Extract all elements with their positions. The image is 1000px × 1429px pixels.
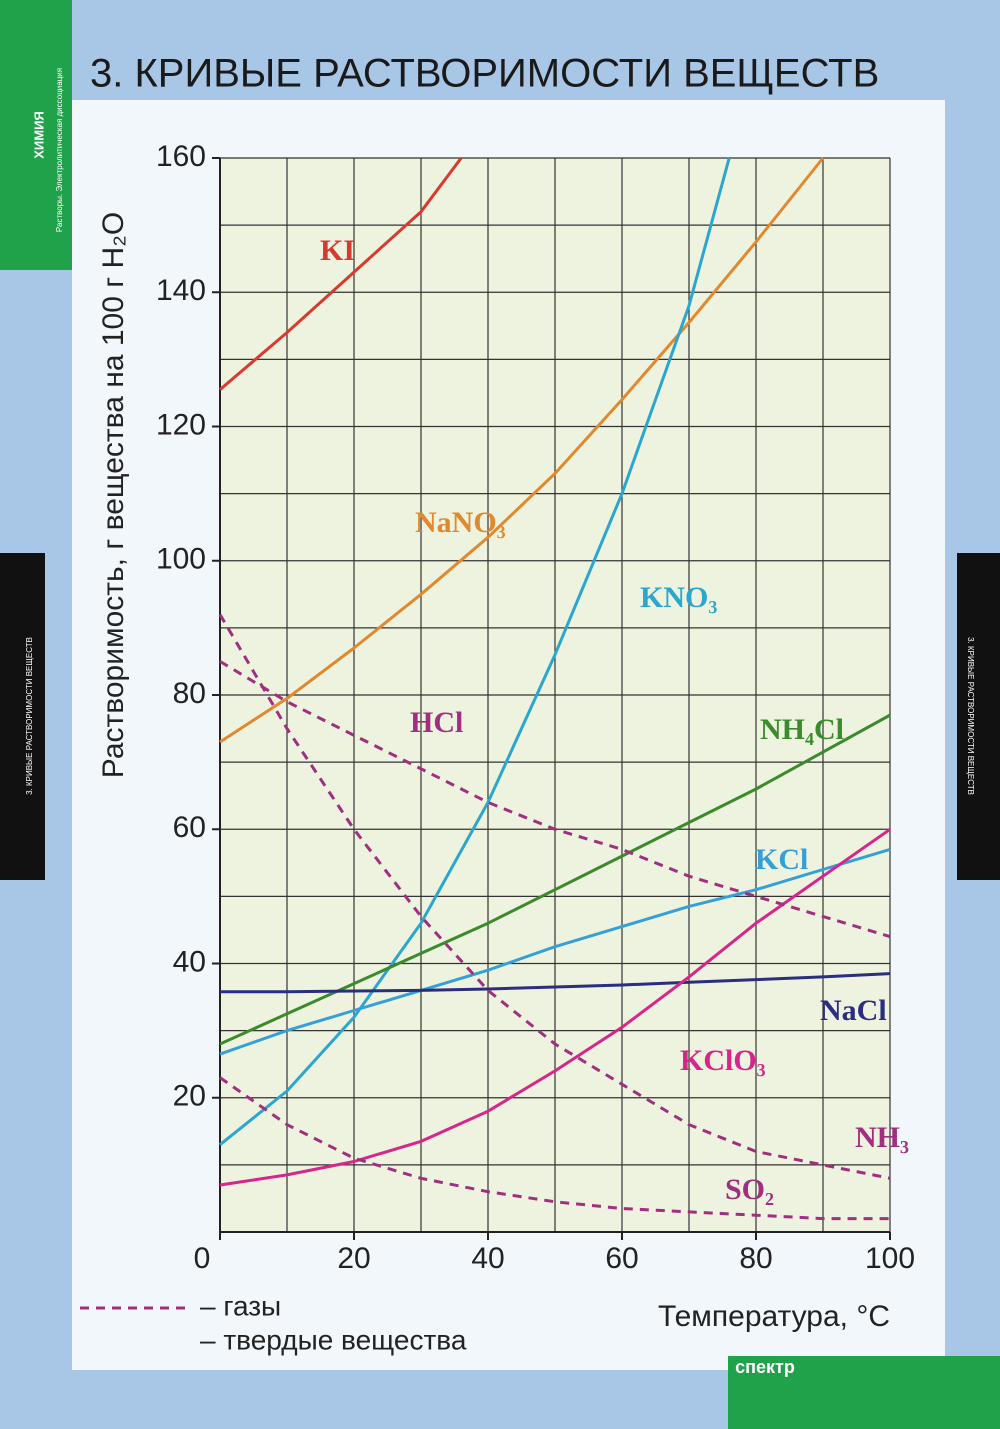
x-tick-label: 60 bbox=[605, 1242, 638, 1275]
x-tick-label: 80 bbox=[739, 1242, 772, 1275]
series-label: HCl bbox=[410, 706, 463, 739]
section: Растворы. Электролитическая диссоциация bbox=[55, 68, 64, 232]
x-tick-label: 100 bbox=[865, 1242, 915, 1275]
footer bbox=[728, 1356, 1000, 1429]
series-label: NH₄Cl bbox=[760, 713, 844, 746]
y-tick-label: 160 bbox=[156, 140, 206, 173]
series-label: NaNO₃ bbox=[415, 506, 506, 539]
x-tick-label: 0 bbox=[194, 1242, 211, 1275]
side-title: 3. КРИВЫЕ РАСТВОРИМОСТИ ВЕЩЕСТВ bbox=[25, 637, 34, 795]
y-tick-label: 20 bbox=[173, 1080, 206, 1113]
series-line bbox=[219, 157, 825, 744]
x-tick-label: 20 bbox=[337, 1242, 370, 1275]
series-label: KCl bbox=[755, 843, 808, 876]
legend-label: – газы bbox=[200, 1290, 281, 1321]
side-tab bbox=[0, 553, 45, 880]
series-line bbox=[219, 847, 891, 1056]
series-line bbox=[218, 613, 891, 1180]
x-tick-label: 40 bbox=[471, 1242, 504, 1275]
publisher: спектр bbox=[735, 1357, 795, 1377]
series-label: SO₂ bbox=[725, 1173, 774, 1206]
series-label: KNO₃ bbox=[640, 581, 717, 614]
subject-tab bbox=[0, 0, 72, 270]
series-label: KI bbox=[320, 234, 355, 267]
chart-title: 3. КРИВЫЕ РАСТВОРИМОСТИ ВЕЩЕСТВ bbox=[90, 52, 879, 96]
y-tick-label: 80 bbox=[173, 677, 206, 710]
x-axis-label: Температура, °C bbox=[658, 1300, 890, 1333]
series-label: KClO₃ bbox=[680, 1044, 766, 1077]
side-title: 3. КРИВЫЕ РАСТВОРИМОСТИ ВЕЩЕСТВ bbox=[966, 637, 975, 795]
side-tab bbox=[957, 553, 1000, 880]
subject: ХИМИЯ bbox=[31, 111, 46, 159]
series-line bbox=[220, 972, 891, 994]
y-axis-label: Растворимость, г вещества на 100 г H₂O bbox=[97, 212, 130, 778]
series-line bbox=[219, 1076, 890, 1221]
legend-label: – твердые вещества bbox=[200, 1324, 467, 1355]
series-line bbox=[219, 713, 891, 1046]
y-tick-label: 100 bbox=[156, 543, 206, 576]
y-tick-label: 40 bbox=[173, 945, 206, 978]
y-tick-label: 60 bbox=[173, 811, 206, 844]
series-line bbox=[219, 828, 891, 1187]
series-label: NH₃ bbox=[855, 1121, 909, 1154]
series-line bbox=[219, 660, 891, 939]
y-tick-label: 120 bbox=[156, 408, 206, 441]
series-line bbox=[219, 157, 731, 1146]
y-tick-label: 140 bbox=[156, 274, 206, 307]
series-label: NaCl bbox=[820, 994, 887, 1027]
series-line bbox=[219, 157, 463, 391]
